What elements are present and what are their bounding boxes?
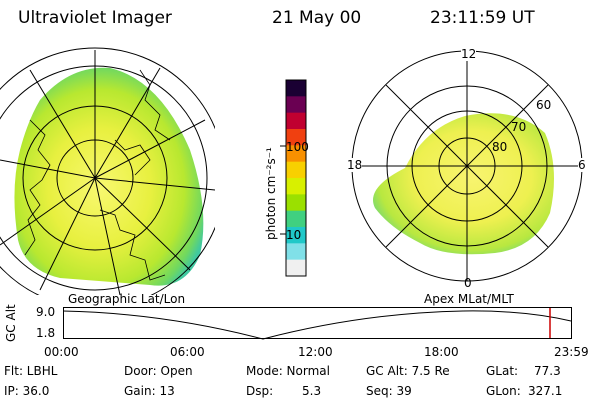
glat-label: GLat: xyxy=(486,364,519,378)
colorbar xyxy=(280,79,307,277)
colorbar-segment xyxy=(286,161,306,179)
mode-info: Mode: Normal xyxy=(246,364,330,378)
altitude-axis-label: GC Alt xyxy=(4,304,18,342)
altitude-curve xyxy=(63,310,572,340)
filter-info: Flt: LBHL xyxy=(4,364,58,378)
time-tick-0600: 06:00 xyxy=(170,345,205,359)
observation-time: 23:11:59 UT xyxy=(430,8,535,28)
observation-date: 21 May 00 xyxy=(272,8,362,28)
polar-panel-label: Apex MLat/MLT xyxy=(424,292,514,306)
polar-plot xyxy=(351,50,583,282)
auroral-emission xyxy=(14,67,204,286)
colorbar-tick-100: 100 xyxy=(286,140,309,154)
colorbar-segment xyxy=(286,96,306,114)
colorbar-tick-10: 10 xyxy=(286,228,302,242)
altitude-plot xyxy=(63,307,572,340)
mlt-label-12: 12 xyxy=(461,47,477,61)
door-info: Door: Open xyxy=(124,364,193,378)
colorbar-segment xyxy=(286,227,306,244)
mlat-label-70: 70 xyxy=(511,120,527,134)
glon-value: 327.1 xyxy=(528,384,563,398)
dsp-value: 5.3 xyxy=(302,384,322,398)
colorbar-unit-label: photon cm⁻²s⁻¹ xyxy=(264,147,278,240)
gain-info: Gain: 13 xyxy=(124,384,175,398)
colorbar-segment xyxy=(286,80,306,97)
time-tick-2359: 23:59 xyxy=(554,345,589,359)
mlat-label-60: 60 xyxy=(536,98,552,112)
time-tick-1800: 18:00 xyxy=(424,345,459,359)
gc-alt-info: GC Alt: 7.5 Re xyxy=(366,364,450,378)
time-tick-0000: 00:00 xyxy=(44,345,79,359)
colorbar-segment xyxy=(286,112,306,130)
mlat-label-80: 80 xyxy=(492,140,508,154)
colorbar-segment xyxy=(286,210,306,228)
auroral-oval xyxy=(373,113,554,255)
glon-label: GLon: xyxy=(486,384,521,398)
geographic-image xyxy=(0,47,215,295)
geo-panel-label: Geographic Lat/Lon xyxy=(68,292,186,306)
colorbar-segment xyxy=(286,129,306,146)
mlt-label-18: 18 xyxy=(347,158,363,172)
colorbar-segment xyxy=(286,259,306,277)
glat-value: 77.3 xyxy=(534,364,561,378)
dsp-label: Dsp: xyxy=(246,384,274,398)
instrument-title: Ultraviolet Imager xyxy=(18,8,172,28)
mlt-label-0: 0 xyxy=(464,276,472,290)
altitude-tick-low: 1.8 xyxy=(36,326,56,340)
seq-info: Seq: 39 xyxy=(366,384,412,398)
colorbar-segment xyxy=(286,194,306,212)
altitude-tick-high: 9.0 xyxy=(36,305,56,319)
colorbar-segment xyxy=(286,178,306,195)
colorbar-segment xyxy=(286,243,306,261)
time-tick-1200: 12:00 xyxy=(298,345,333,359)
colorbar-segment xyxy=(286,145,306,163)
mlt-label-6: 6 xyxy=(578,158,586,172)
ip-info: IP: 36.0 xyxy=(4,384,50,398)
